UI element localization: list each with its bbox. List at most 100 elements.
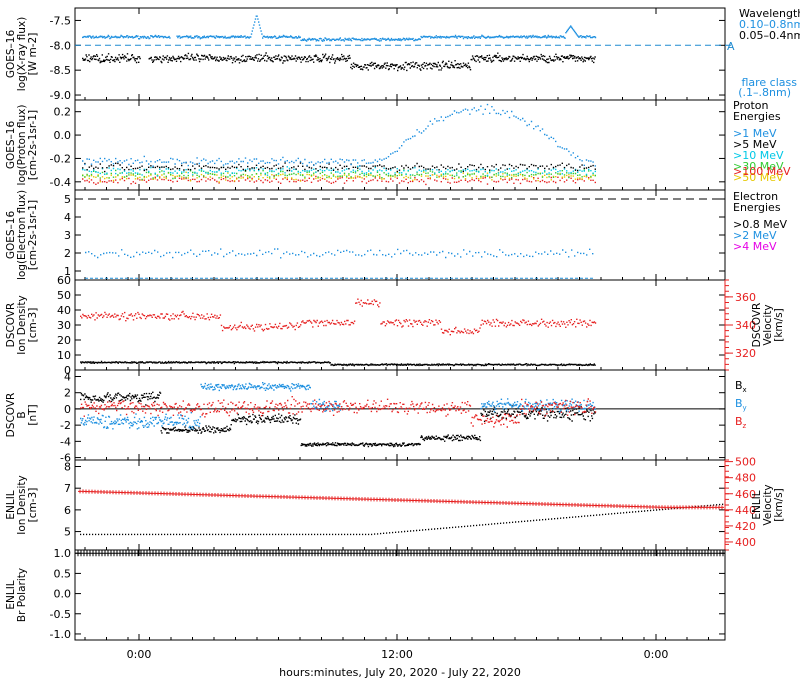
series-by-points	[80, 382, 596, 430]
legend-entry: >4 MeV	[733, 240, 777, 253]
y-tick-label: 4	[64, 211, 71, 224]
y-tick-label: 20	[57, 334, 71, 347]
series-proton-0	[82, 174, 596, 186]
y-tick-label: 0.5	[54, 567, 72, 580]
y-tick-label: -8.5	[50, 64, 71, 77]
x-tick-label: 0:00	[127, 648, 152, 661]
panel-electron: 5 4 3 2 1 GOES–16 log(Electron flux) [cm-2s-1sr…	[5, 189, 726, 281]
legend-entry: >0.8 MeV	[733, 218, 787, 231]
y-tick-label: 1	[64, 265, 71, 278]
series-velocity-points	[80, 298, 597, 336]
y-tick-label: 0	[64, 364, 71, 377]
series-velocity	[80, 298, 597, 336]
y-tick-label: -1.0	[50, 628, 71, 641]
right-y-tick-label: 500	[735, 456, 756, 469]
series-polarity	[75, 550, 725, 557]
legend-bz: Bz	[735, 415, 747, 430]
panel-xray: -7.5 -8.0 -8.5 -9.0 GOES–16 log(X-ray flux) [W…	[5, 7, 731, 102]
series-xray-short	[82, 52, 596, 72]
right-y-tick-label: 460	[735, 488, 756, 501]
series-electron-2	[85, 248, 594, 259]
series-ion-density-points	[80, 360, 596, 367]
right-y-tick-label: 320	[735, 347, 756, 360]
legend-by: By	[735, 397, 747, 412]
panel-frame	[74, 459, 726, 551]
y-tick-label: 60	[57, 274, 71, 287]
y-tick-label: -9.0	[50, 89, 71, 102]
y-tick-label: 0.0	[54, 129, 72, 142]
right-y-axis-label: Velocity	[762, 304, 774, 345]
y-tick-label: 5	[64, 526, 71, 539]
y-axis-label: [nT]	[27, 404, 39, 425]
series-enlil-density-points	[80, 503, 724, 536]
y-tick-label: 2	[64, 247, 71, 260]
y-axis-label: ENLIL	[5, 580, 17, 609]
y-tick-label: 0.2	[54, 106, 72, 119]
flare-class-title: flare class	[741, 76, 797, 89]
right-y-axis-label: DSCOVR	[751, 303, 763, 348]
x-tick-label: 0:00	[644, 648, 669, 661]
y-axis-label: Ion Density	[16, 295, 28, 354]
electron-legend: Electron Energies >0.8 MeV >2 MeV >4 MeV	[733, 190, 787, 253]
series-ion-density	[80, 360, 596, 367]
b-legend: Bx By Bz	[735, 379, 747, 430]
proton-title: Proton	[733, 99, 768, 112]
y-tick-label: 2	[64, 387, 71, 400]
series-proton-4-points	[82, 162, 596, 173]
x-tick-label: 12:00	[381, 648, 413, 661]
flare-class-range: (.1–.8nm)	[738, 86, 791, 99]
y-tick-label: 6	[64, 504, 71, 517]
y-tick-label: 40	[57, 304, 71, 317]
y-tick-label: 10	[57, 349, 71, 362]
y-tick-label: 8	[64, 461, 71, 474]
panel-frame	[74, 99, 726, 191]
series-bz-points	[80, 396, 597, 428]
y-tick-label: -2	[60, 419, 71, 432]
y-axis-label: GOES–16	[5, 30, 17, 79]
right-y-axis-label: ENLIL	[751, 490, 763, 519]
series-proton-5	[82, 103, 596, 167]
y-tick-label: 4	[64, 370, 71, 383]
electron-title: Electron	[733, 190, 778, 203]
series-electron-2-points	[85, 248, 594, 259]
y-tick-label: 0.0	[54, 588, 72, 601]
series-xray-long	[82, 15, 597, 42]
right-y-axis-label: [km/s]	[773, 308, 785, 342]
legend-entry: >10 MeV	[733, 149, 784, 162]
panel-proton: 0.2 0.0 -0.2 -0.4 GOES–16 log(Proton flux) [cm…	[5, 99, 726, 191]
y-tick-label: -6	[60, 452, 71, 465]
series-xray-short-points	[82, 52, 596, 72]
y-axis-label: Br Polarity	[16, 568, 28, 622]
legend-entry: >30 MeV	[733, 160, 784, 173]
proton-legend-2: >100 MeV	[733, 165, 791, 178]
y-axis-label: log(X-ray flux)	[16, 17, 28, 91]
y-axis-label: DSCOVR	[5, 303, 17, 348]
right-y-tick-label: 480	[735, 472, 756, 485]
electron-title: Energies	[733, 201, 781, 214]
y-tick-label: 1.0	[54, 547, 72, 560]
series-enlil-velocity	[78, 489, 724, 510]
legend-bx: Bx	[735, 379, 747, 394]
right-y-tick-label: 420	[735, 520, 756, 533]
y-tick-label: -8.0	[50, 39, 71, 52]
panel-frame	[74, 549, 726, 641]
y-tick-label: 0	[64, 403, 71, 416]
series-bz	[80, 396, 597, 428]
panel-enlil_polarity: 1.0 0.5 0.0 -0.5 -1.0 ENLIL Br Polarity	[5, 547, 726, 641]
right-y-axis-label: [km/s]	[773, 488, 785, 522]
y-tick-label: -7.5	[50, 14, 71, 27]
y-axis-label: ENLIL	[5, 490, 17, 519]
y-tick-label: -0.2	[50, 152, 71, 165]
y-axis-label: [cm-2s-1sr-1]	[27, 110, 39, 180]
panel-frame	[74, 7, 726, 101]
legend-entry: >100 MeV	[733, 165, 791, 178]
proton-title: Energies	[733, 110, 781, 123]
series-proton-4	[82, 162, 596, 173]
legend-entry: >5 MeV	[733, 138, 777, 151]
series-xray-long-points	[82, 15, 597, 42]
legend-entry: >1 MeV	[733, 127, 777, 140]
series-proton-0-points	[82, 174, 596, 186]
